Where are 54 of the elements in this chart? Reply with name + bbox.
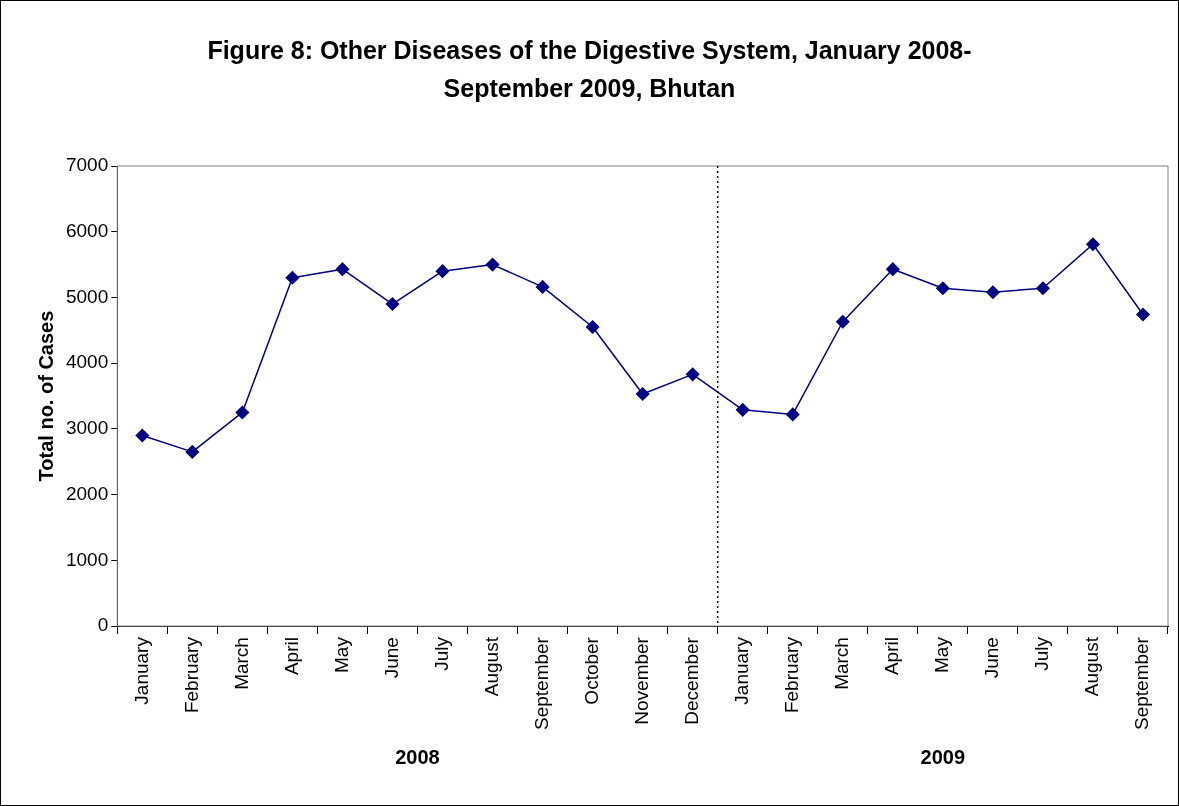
x-tick-label: February: [780, 636, 802, 714]
x-tick-label: October: [580, 636, 602, 705]
y-tick-label: 5000: [65, 285, 109, 307]
y-axis-title: Total no. of Cases: [34, 310, 57, 482]
x-tick-label: August: [480, 636, 502, 697]
x-tick-label: July: [1031, 636, 1053, 671]
y-tick-label: 0: [97, 614, 109, 636]
x-tick-label: March: [831, 637, 853, 690]
point: [735, 403, 750, 417]
y-tick-label: 4000: [65, 351, 109, 373]
point: [485, 257, 500, 272]
point: [986, 285, 1000, 299]
y-tick-label: 7000: [65, 154, 109, 176]
text: 2009: [920, 746, 966, 769]
x-tick-label: September: [530, 636, 552, 731]
point: [335, 262, 350, 276]
x-tick-label: February: [180, 636, 202, 714]
x-tick-label: June: [981, 637, 1003, 679]
x-tick-label: March: [230, 637, 252, 690]
x-tick-label: April: [280, 637, 302, 676]
point: [685, 367, 700, 382]
x-tick-label: January: [730, 636, 752, 705]
point: [585, 320, 600, 334]
point: [535, 280, 550, 294]
point: [235, 405, 250, 420]
point: [785, 407, 800, 422]
y-tick-label: 2000: [65, 482, 109, 504]
x-tick-label: May: [931, 636, 953, 673]
x-tick-label: June: [380, 637, 402, 679]
x-tick-label: December: [680, 636, 702, 725]
y-tick-label: 6000: [65, 219, 109, 241]
point: [285, 270, 300, 285]
text: 2008: [395, 746, 440, 769]
x-tick-label: April: [881, 637, 903, 676]
point: [836, 315, 850, 329]
x-tick-label: November: [630, 636, 652, 725]
x-tick-label: August: [1081, 636, 1103, 697]
point: [385, 297, 400, 311]
point: [1036, 281, 1050, 295]
point: [135, 428, 150, 443]
x-tick-label: May: [330, 636, 352, 673]
point: [185, 445, 200, 459]
x-tick-label: January: [130, 636, 152, 705]
point: [1136, 307, 1150, 322]
point: [936, 281, 950, 295]
y-tick-label: 1000: [65, 548, 109, 570]
point: [635, 387, 650, 401]
point: [886, 262, 900, 276]
chart-title: Figure 8: Other Diseases of the Digestive System, January 2008-September 2009, Bhutan: [206, 35, 973, 104]
x-tick-label: July: [430, 636, 452, 671]
x-tick-label: September: [1131, 636, 1153, 731]
point: [1086, 237, 1100, 251]
y-tick-label: 3000: [65, 417, 109, 439]
point: [435, 264, 450, 278]
